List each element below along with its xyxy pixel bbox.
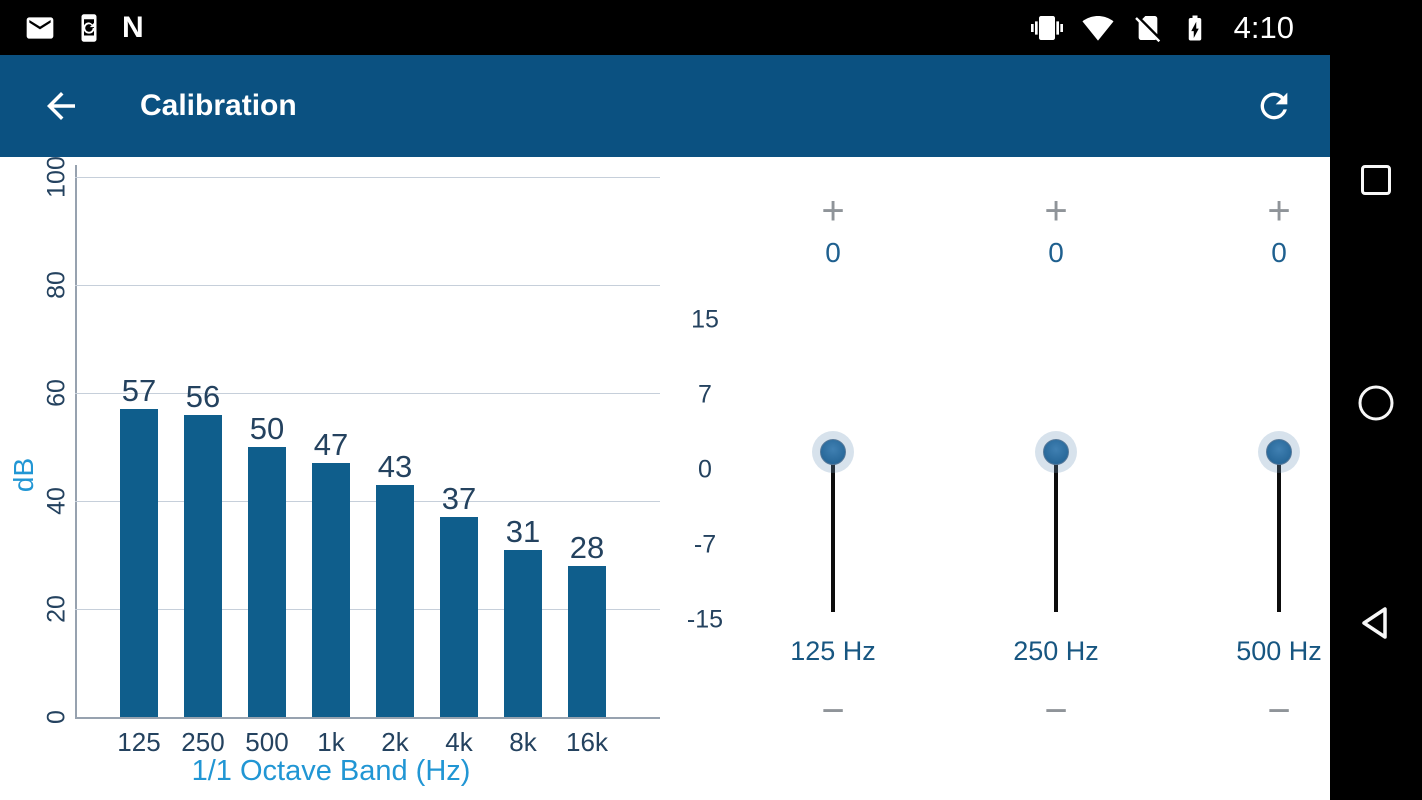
slider-thumb[interactable] [1043,439,1069,465]
gridline [75,609,660,610]
gridline [75,501,660,502]
device-sync-icon [74,12,104,44]
y-axis-tick: 100 [42,157,71,198]
recents-button[interactable] [1361,165,1391,195]
frequency-label: 250 Hz [1013,636,1099,666]
y-axis-tick: 80 [42,271,71,299]
y-axis [75,165,77,718]
x-axis-tick: 1k [317,727,345,757]
bar-value-label: 37 [441,481,477,517]
chart-bar [312,463,350,717]
frequency-label: 125 Hz [790,636,876,666]
chart-bar [440,517,478,717]
gridline [75,177,660,178]
equalizer-panel: 15 7 0 -7 -15 +0 125 Hz − +0 250 Hz − +0 500 Hz − [660,157,1330,800]
chart-bar [248,447,286,717]
y-axis-title: dB [8,457,39,493]
eq-channel: +0 500 Hz − [1169,157,1330,800]
eq-scale-label: 7 [698,380,712,409]
x-axis-tick: 250 [181,727,225,757]
calibration-bar-chart: dB 1/1 Octave Band (Hz) 0 20 40 60 80 100 57 12… [0,157,660,800]
x-axis-tick: 2k [381,727,409,757]
x-axis-tick: 500 [245,727,289,757]
gridline [75,285,660,286]
vibrate-icon [1030,12,1064,44]
bar-value-label: 43 [377,448,413,484]
bar-value-label: 57 [121,373,157,409]
slider-track[interactable] [831,452,835,612]
x-axis-tick: 8k [509,727,537,757]
decrement-button[interactable]: − [1267,689,1291,733]
clock: 4:10 [1233,9,1294,45]
bar-value-label: 50 [249,411,285,446]
eq-scale-label: -7 [693,530,717,559]
x-axis-tick: 125 [117,727,161,757]
x-axis-tick: 16k [566,727,608,757]
no-sim-icon [1132,12,1164,44]
y-axis-tick: 0 [42,710,71,724]
gmail-icon [24,12,56,44]
page-title: Calibration [140,89,297,122]
chart-bar [568,565,606,717]
slider-track[interactable] [1277,452,1281,612]
slider-thumb[interactable] [1266,439,1292,465]
increment-button[interactable]: + [821,189,845,233]
status-icons-right: 4:10 [1030,10,1294,46]
chart-bar [184,414,222,717]
eq-channel: +0 250 Hz − [946,157,1166,800]
slider-value: 0 [825,237,841,268]
bar-value-label: 31 [505,513,541,549]
home-button[interactable] [1358,385,1394,421]
chart-bar [376,484,414,717]
slider-thumb[interactable] [820,439,846,465]
back-arrow-icon[interactable] [40,85,82,127]
status-bar: N 4:10 [0,0,1422,55]
x-axis-title: 1/1 Octave Band (Hz) [191,755,471,787]
battery-charging-icon [1180,11,1210,45]
y-axis-tick: 20 [42,595,71,623]
nfc-icon: N [122,10,144,44]
eq-scale-label: 15 [691,305,719,334]
decrement-button[interactable]: − [821,689,845,733]
bar-value-label: 28 [569,529,605,565]
android-navigation-bar [1330,55,1422,800]
x-axis-tick: 4k [445,727,473,757]
increment-button[interactable]: + [1267,189,1291,233]
wifi-icon [1080,12,1116,44]
increment-button[interactable]: + [1044,189,1068,233]
y-axis-tick: 60 [42,379,71,407]
x-axis [75,717,660,719]
decrement-button[interactable]: − [1044,689,1068,733]
content-area: dB 1/1 Octave Band (Hz) 0 20 40 60 80 100 57 12… [0,157,1330,800]
chart-bar [504,549,542,717]
chart-bar [120,409,158,717]
eq-scale-label: 0 [698,455,712,484]
bar-value-label: 47 [313,427,349,463]
y-axis-tick: 40 [42,487,71,515]
frequency-label: 500 Hz [1236,636,1322,666]
eq-scale-label: -15 [686,605,724,634]
back-button[interactable] [1357,604,1395,642]
app-bar: Calibration [0,55,1330,157]
bar-value-label: 56 [185,378,221,414]
slider-value: 0 [1048,237,1064,268]
slider-track[interactable] [1054,452,1058,612]
slider-value: 0 [1271,237,1287,268]
gridline [75,393,660,394]
eq-channel: +0 125 Hz − [723,157,943,800]
refresh-icon[interactable] [1254,86,1294,126]
